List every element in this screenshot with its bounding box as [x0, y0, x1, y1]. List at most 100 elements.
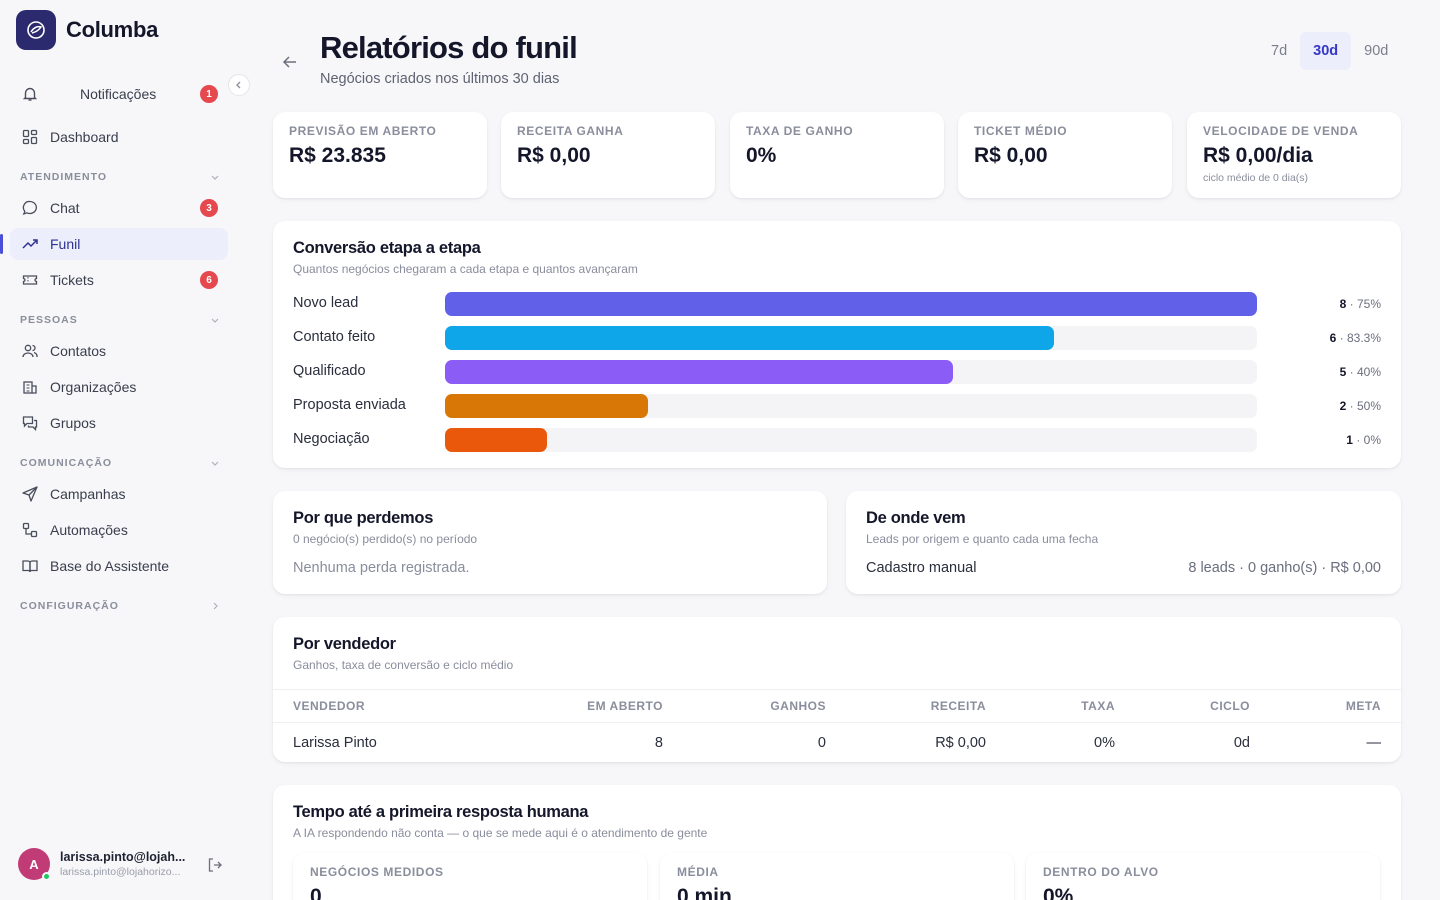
- stage-bar: [445, 428, 547, 452]
- sidebar-item-notifications[interactable]: Notificações 1: [10, 78, 228, 110]
- chat-badge: 3: [200, 199, 218, 217]
- stage-value: 1 · 0%: [1346, 433, 1381, 447]
- logout-button[interactable]: [206, 856, 224, 879]
- sidebar-item-base-do-assistente[interactable]: Base do Assistente: [10, 550, 228, 582]
- sidebar-item-organizacoes[interactable]: Organizações: [10, 371, 228, 403]
- section-comunicacao[interactable]: COMUNICAÇÃO: [20, 457, 220, 469]
- metric-card-medidos: NEGÓCIOS MEDIDOS 0: [293, 853, 647, 900]
- kpi-card-velocidade: VELOCIDADE DE VENDA R$ 0,00/dia ciclo mé…: [1187, 112, 1401, 198]
- stage-label: Negociação: [293, 431, 370, 447]
- column-header: GANHOS: [770, 699, 826, 713]
- back-button[interactable]: [280, 52, 300, 72]
- range-7d-button[interactable]: 7d: [1271, 43, 1288, 59]
- column-header: VENDEDOR: [293, 699, 366, 713]
- chevron-down-icon: [211, 318, 219, 323]
- stage-label: Contato feito: [293, 329, 376, 345]
- range-90d-button[interactable]: 90d: [1364, 43, 1389, 59]
- user-email: larissa.pinto@lojahorizo...: [60, 866, 181, 878]
- users-icon: [20, 341, 40, 361]
- losses-title: Por que perdemos: [293, 509, 434, 527]
- funnel-stage-row: Contato feito 6 · 83.3%: [293, 326, 1381, 350]
- funnel-stage-row: Novo lead 8 · 75%: [293, 292, 1381, 316]
- seller-revenue: R$ 0,00: [935, 735, 986, 751]
- brand-name: Columba: [66, 17, 159, 42]
- kpi-label: TICKET MÉDIO: [974, 124, 1068, 138]
- sidebar-item-label: Grupos: [50, 415, 96, 431]
- metric-card-alvo: DENTRO DO ALVO 0%: [1026, 853, 1380, 900]
- avatar: A: [18, 848, 51, 881]
- book-open-icon: [20, 556, 40, 576]
- sidebar-item-label: Chat: [50, 200, 80, 216]
- sidebar-item-grupos[interactable]: Grupos: [10, 407, 228, 439]
- sellers-title: Por vendedor: [293, 635, 396, 653]
- sidebar-item-funil[interactable]: Funil: [0, 228, 228, 260]
- stage-value: 8 · 75%: [1339, 297, 1381, 311]
- origin-row: Cadastro manual 8 leads · 0 ganho(s) · R…: [866, 560, 1381, 576]
- page-subtitle: Negócios criados nos últimos 30 dias: [320, 71, 560, 87]
- date-range-selector: 7d 30d 90d: [1258, 32, 1402, 70]
- stage-bar: [445, 292, 1257, 316]
- column-header: RECEITA: [930, 699, 986, 713]
- stage-bar: [445, 326, 1054, 350]
- range-30d-button[interactable]: 30d: [1300, 32, 1352, 70]
- sidebar-item-automacoes[interactable]: Automações: [10, 514, 228, 546]
- dashboard-grid-icon: [20, 127, 40, 147]
- column-header: CICLO: [1210, 699, 1250, 713]
- columba-logo-icon: [16, 10, 56, 50]
- seller-open: 8: [654, 735, 663, 751]
- origins-title: De onde vem: [866, 509, 966, 527]
- user-profile[interactable]: A larissa.pinto@lojah... larissa.pinto@l…: [18, 848, 238, 881]
- workflow-icon: [20, 520, 40, 540]
- messages-icon: [20, 413, 40, 433]
- sellers-subtitle: Ganhos, taxa de conversão e ciclo médio: [293, 658, 514, 672]
- kpi-label: PREVISÃO EM ABERTO: [289, 124, 437, 138]
- collapse-sidebar-button[interactable]: [228, 74, 250, 96]
- stage-value: 6 · 83.3%: [1329, 331, 1381, 345]
- section-configuracao[interactable]: CONFIGURAÇÃO: [20, 600, 220, 612]
- kpi-value: R$ 0,00/dia: [1203, 144, 1313, 167]
- building-icon: [20, 377, 40, 397]
- sidebar-item-chat[interactable]: Chat 3: [10, 192, 228, 224]
- column-header: META: [1345, 699, 1381, 713]
- funnel-stage-row: Negociação 1 · 0%: [293, 428, 1381, 452]
- send-icon: [20, 484, 40, 504]
- origin-source: Cadastro manual: [866, 560, 977, 576]
- losses-card: Por que perdemos 0 negócio(s) perdido(s)…: [273, 491, 827, 594]
- kpi-label: VELOCIDADE DE VENDA: [1203, 124, 1359, 138]
- losses-subtitle: 0 negócio(s) perdido(s) no período: [293, 532, 478, 546]
- conversion-title: Conversão etapa a etapa: [293, 239, 481, 257]
- origins-subtitle: Leads por origem e quanto cada uma fecha: [866, 532, 1099, 546]
- sidebar-item-label: Organizações: [50, 379, 137, 395]
- sidebar-item-contatos[interactable]: Contatos: [10, 335, 228, 367]
- section-atendimento[interactable]: ATENDIMENTO: [20, 171, 220, 183]
- kpi-value: 0%: [746, 144, 777, 167]
- sidebar-item-tickets[interactable]: Tickets 6: [10, 264, 228, 296]
- sidebar-item-label: Funil: [50, 236, 81, 252]
- arrow-left-icon: [282, 56, 296, 68]
- kpi-value: R$ 0,00: [517, 144, 591, 167]
- stage-track: [445, 360, 1257, 384]
- trending-up-icon: [20, 234, 40, 254]
- kpi-note: ciclo médio de 0 dia(s): [1203, 172, 1309, 184]
- sidebar-item-dashboard[interactable]: Dashboard: [10, 121, 228, 153]
- funnel-stage-row: Proposta enviada 2 · 50%: [293, 394, 1381, 418]
- kpi-label: RECEITA GANHA: [517, 124, 624, 138]
- seller-goal: —: [1366, 735, 1382, 751]
- sidebar-item-campanhas[interactable]: Campanhas: [10, 478, 228, 510]
- chevron-right-icon: [213, 602, 218, 610]
- metric-value: 0 min: [677, 885, 732, 900]
- kpi-card-ticket: TICKET MÉDIO R$ 0,00: [958, 112, 1172, 198]
- response-title: Tempo até a primeira resposta humana: [293, 803, 589, 821]
- online-status-dot: [42, 872, 51, 881]
- section-pessoas[interactable]: PESSOAS: [20, 314, 220, 326]
- kpi-value: R$ 0,00: [974, 144, 1048, 167]
- logout-icon: [208, 858, 222, 872]
- stage-bar: [445, 360, 953, 384]
- origin-summary: 8 leads · 0 ganho(s) · R$ 0,00: [1188, 560, 1381, 576]
- metric-label: MÉDIA: [677, 865, 719, 879]
- conversion-subtitle: Quantos negócios chegaram a cada etapa e…: [293, 262, 638, 276]
- stage-track: [445, 394, 1257, 418]
- brand[interactable]: Columba: [16, 10, 158, 50]
- table-row[interactable]: Larissa Pinto 8 0 R$ 0,00 0% 0d —: [273, 723, 1401, 763]
- conversion-card: Conversão etapa a etapa Quantos negócios…: [273, 221, 1401, 468]
